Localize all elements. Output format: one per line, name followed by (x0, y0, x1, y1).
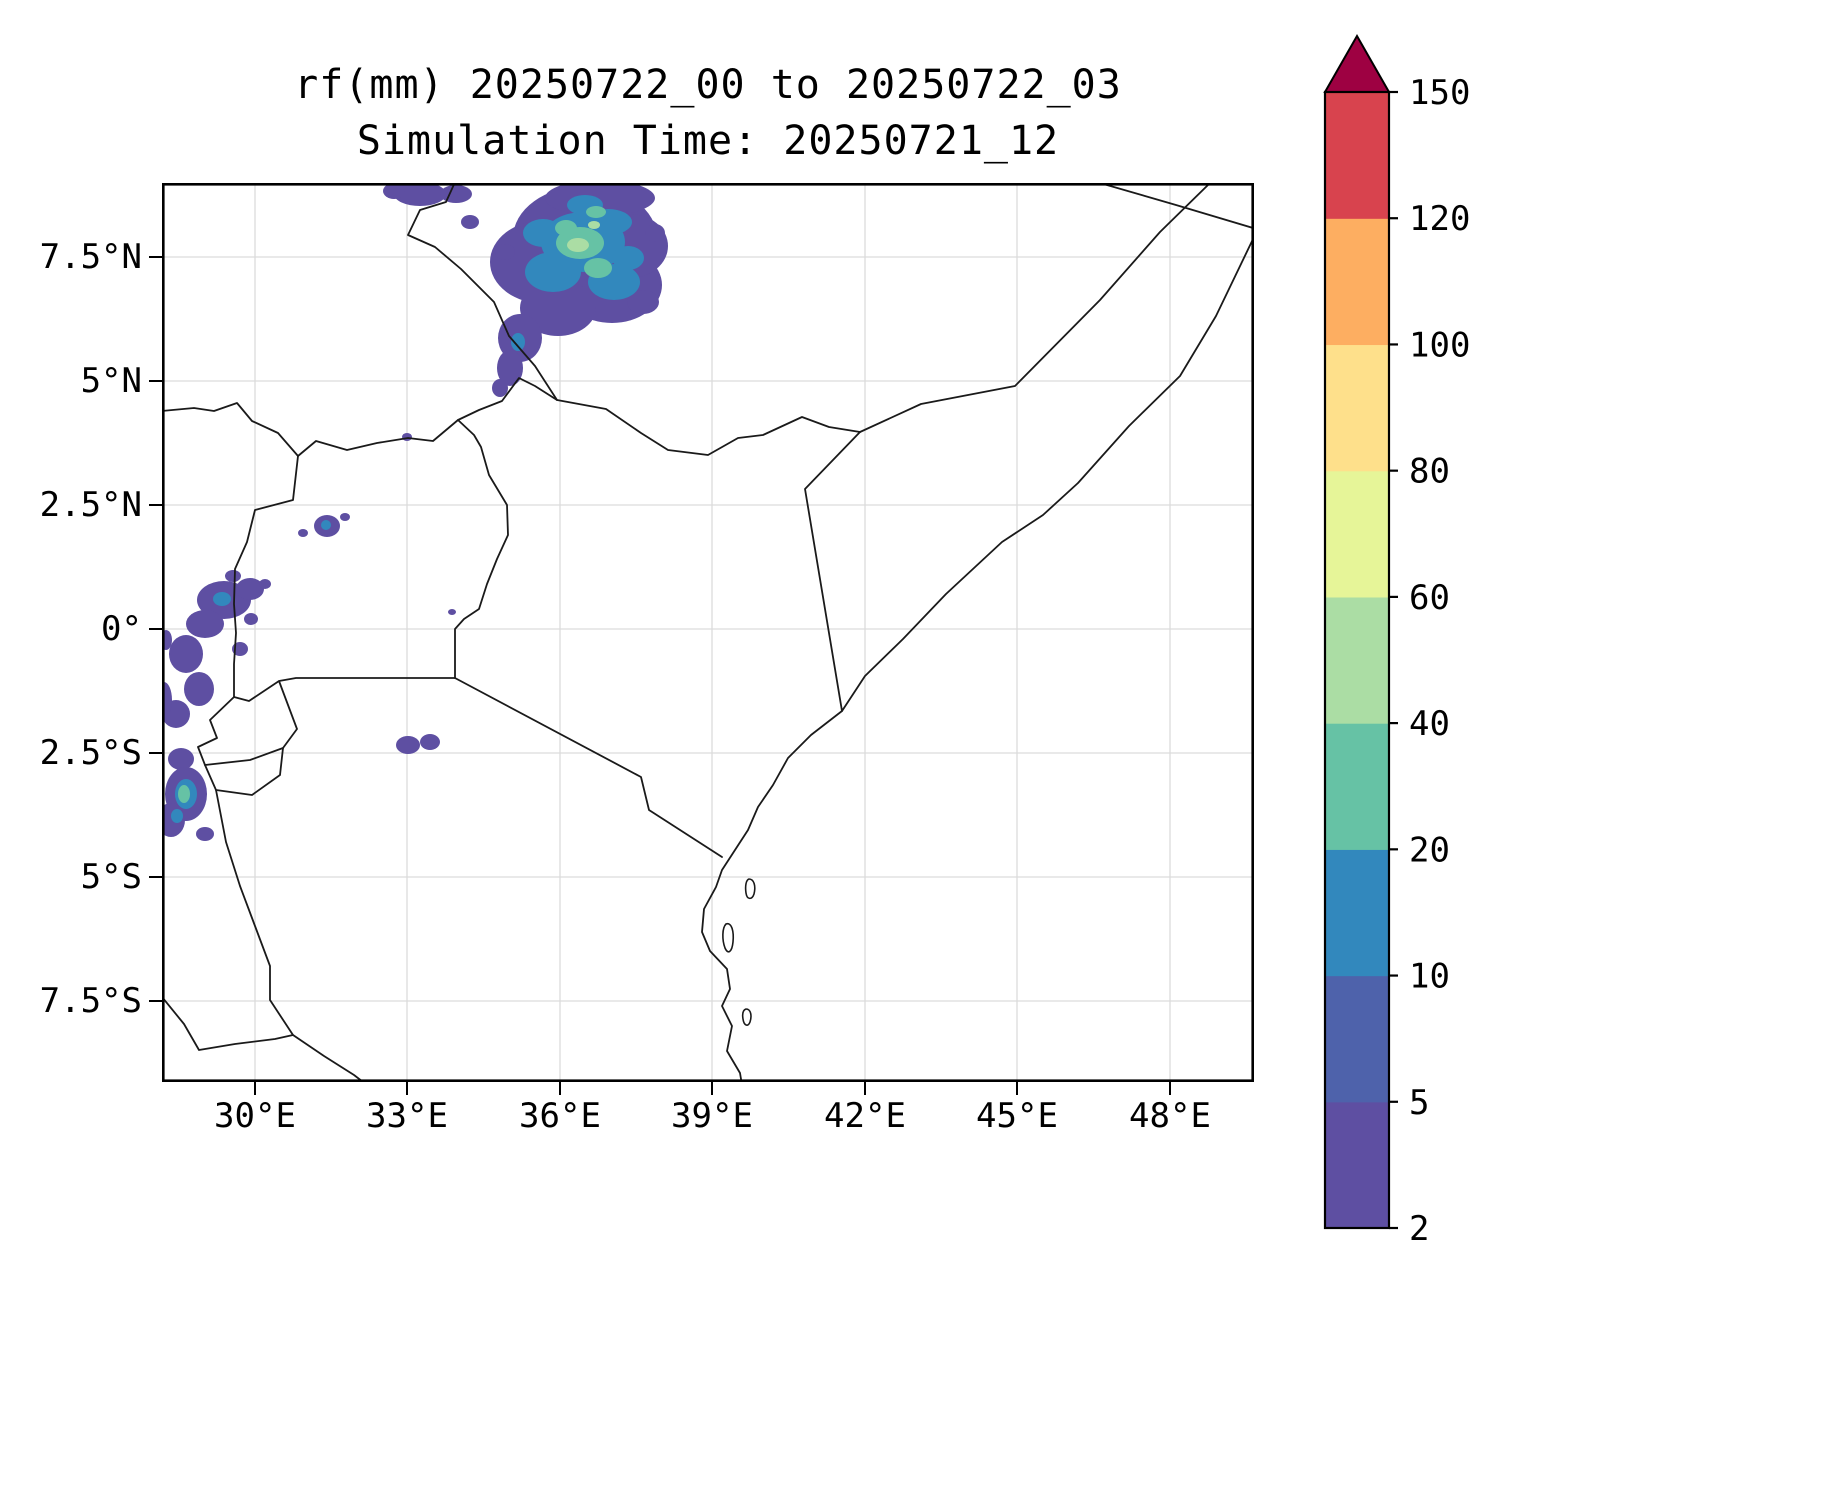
rain-bin-40-60-layer (567, 221, 600, 252)
gridlines (163, 184, 1253, 1081)
y-axis-tick-label: 0° (101, 609, 142, 649)
border-ethiopia-somalia-north (1100, 184, 1253, 229)
colorbar-outline (1323, 90, 1391, 1230)
border-kenya-somalia (804, 431, 861, 712)
y-axis-tick-mark (149, 875, 162, 879)
x-axis-tick-mark (253, 1082, 257, 1095)
x-axis-tick-mark (405, 1082, 409, 1095)
y-axis-tick-label: 7.5°N (39, 237, 142, 277)
coastline-indian-ocean (701, 237, 1253, 1081)
y-axis-tick-mark (149, 255, 162, 259)
border-rwanda-burundi (204, 747, 284, 766)
colorbar-extend-triangle (1323, 33, 1391, 93)
x-axis-tick-label: 48°E (1129, 1096, 1211, 1136)
x-axis-tick-label: 45°E (976, 1096, 1058, 1136)
border-uganda-kenya (454, 419, 509, 679)
island-zanzibar (722, 922, 735, 953)
y-axis-tick-mark (149, 503, 162, 507)
colorbar-segment (1325, 92, 1389, 219)
map-plot (162, 183, 1255, 1083)
y-axis-tick-mark (149, 999, 162, 1003)
colorbar-tick-label: 120 (1409, 199, 1470, 239)
border-uganda-tanzania-rwanda-burundi (197, 677, 456, 796)
y-axis-tick-label: 5°S (80, 857, 142, 897)
y-axis-tick-mark (149, 627, 162, 631)
colorbar-segment (1325, 1101, 1389, 1229)
y-axis-tick-mark (149, 751, 162, 755)
colorbar-segment (1325, 596, 1389, 724)
colorbar-tick-label: 100 (1409, 325, 1470, 365)
y-axis-tick-label: 2.5°N (39, 485, 142, 525)
border-drc-southsudan-uganda-kenya-ethiopia (163, 377, 861, 457)
chart-title: rf(mm) 20250722_00 to 20250722_03 (294, 62, 1122, 108)
colorbar-tick-label: 150 (1409, 73, 1470, 113)
border-uganda-drc (233, 455, 299, 698)
colorbar-tick-label: 60 (1409, 578, 1450, 618)
colorbar-tick-label: 20 (1409, 830, 1450, 870)
y-axis-tick-label: 2.5°S (39, 733, 142, 773)
colorbar-segment (1325, 723, 1389, 850)
colorbar-segment (1325, 849, 1389, 977)
border-drc-tanzania-lake-tanganyika (215, 789, 294, 1036)
y-axis-tick-mark (149, 379, 162, 383)
y-axis-tick-label: 7.5°S (39, 981, 142, 1021)
island-mafia (741, 1008, 752, 1026)
colorbar-tick-label: 80 (1409, 452, 1450, 492)
colorbar-segment (1325, 218, 1389, 346)
x-axis-tick-label: 39°E (671, 1096, 753, 1136)
border-ethiopia-southsudan (407, 184, 558, 401)
x-axis-tick-mark (863, 1082, 867, 1095)
x-axis-tick-label: 33°E (366, 1096, 448, 1136)
border-drc-zambia-tanzania (163, 996, 364, 1081)
chart-subtitle: Simulation Time: 20250721_12 (356, 118, 1060, 164)
country-borders (163, 184, 1253, 1081)
colorbar-segment (1325, 975, 1389, 1103)
border-kenya-tanzania (454, 677, 723, 858)
colorbar-tick-label: 5 (1409, 1083, 1429, 1123)
axes-frame (162, 183, 1255, 1083)
x-axis-tick-mark (1015, 1082, 1019, 1095)
x-axis-tick-mark (558, 1082, 562, 1095)
colorbar-tick-label: 10 (1409, 957, 1450, 997)
y-axis-tick-label: 5°N (80, 361, 142, 401)
x-axis-tick-mark (1168, 1082, 1172, 1095)
colorbar-segment (1325, 344, 1389, 472)
island-pemba (744, 878, 756, 900)
colorbar: 2 5 10 20 40 60 80 100 120 150 (1323, 33, 1470, 1249)
colorbar-tick-label: 2 (1409, 1209, 1429, 1249)
x-axis-tick-label: 30°E (214, 1096, 296, 1136)
colorbar-segment (1325, 470, 1389, 598)
colorbar-tick-label: 40 (1409, 704, 1450, 744)
x-axis-tick-label: 36°E (519, 1096, 601, 1136)
x-axis-tick-mark (710, 1082, 714, 1095)
x-axis-tick-label: 42°E (824, 1096, 906, 1136)
border-ethiopia-somalia (859, 184, 1211, 433)
